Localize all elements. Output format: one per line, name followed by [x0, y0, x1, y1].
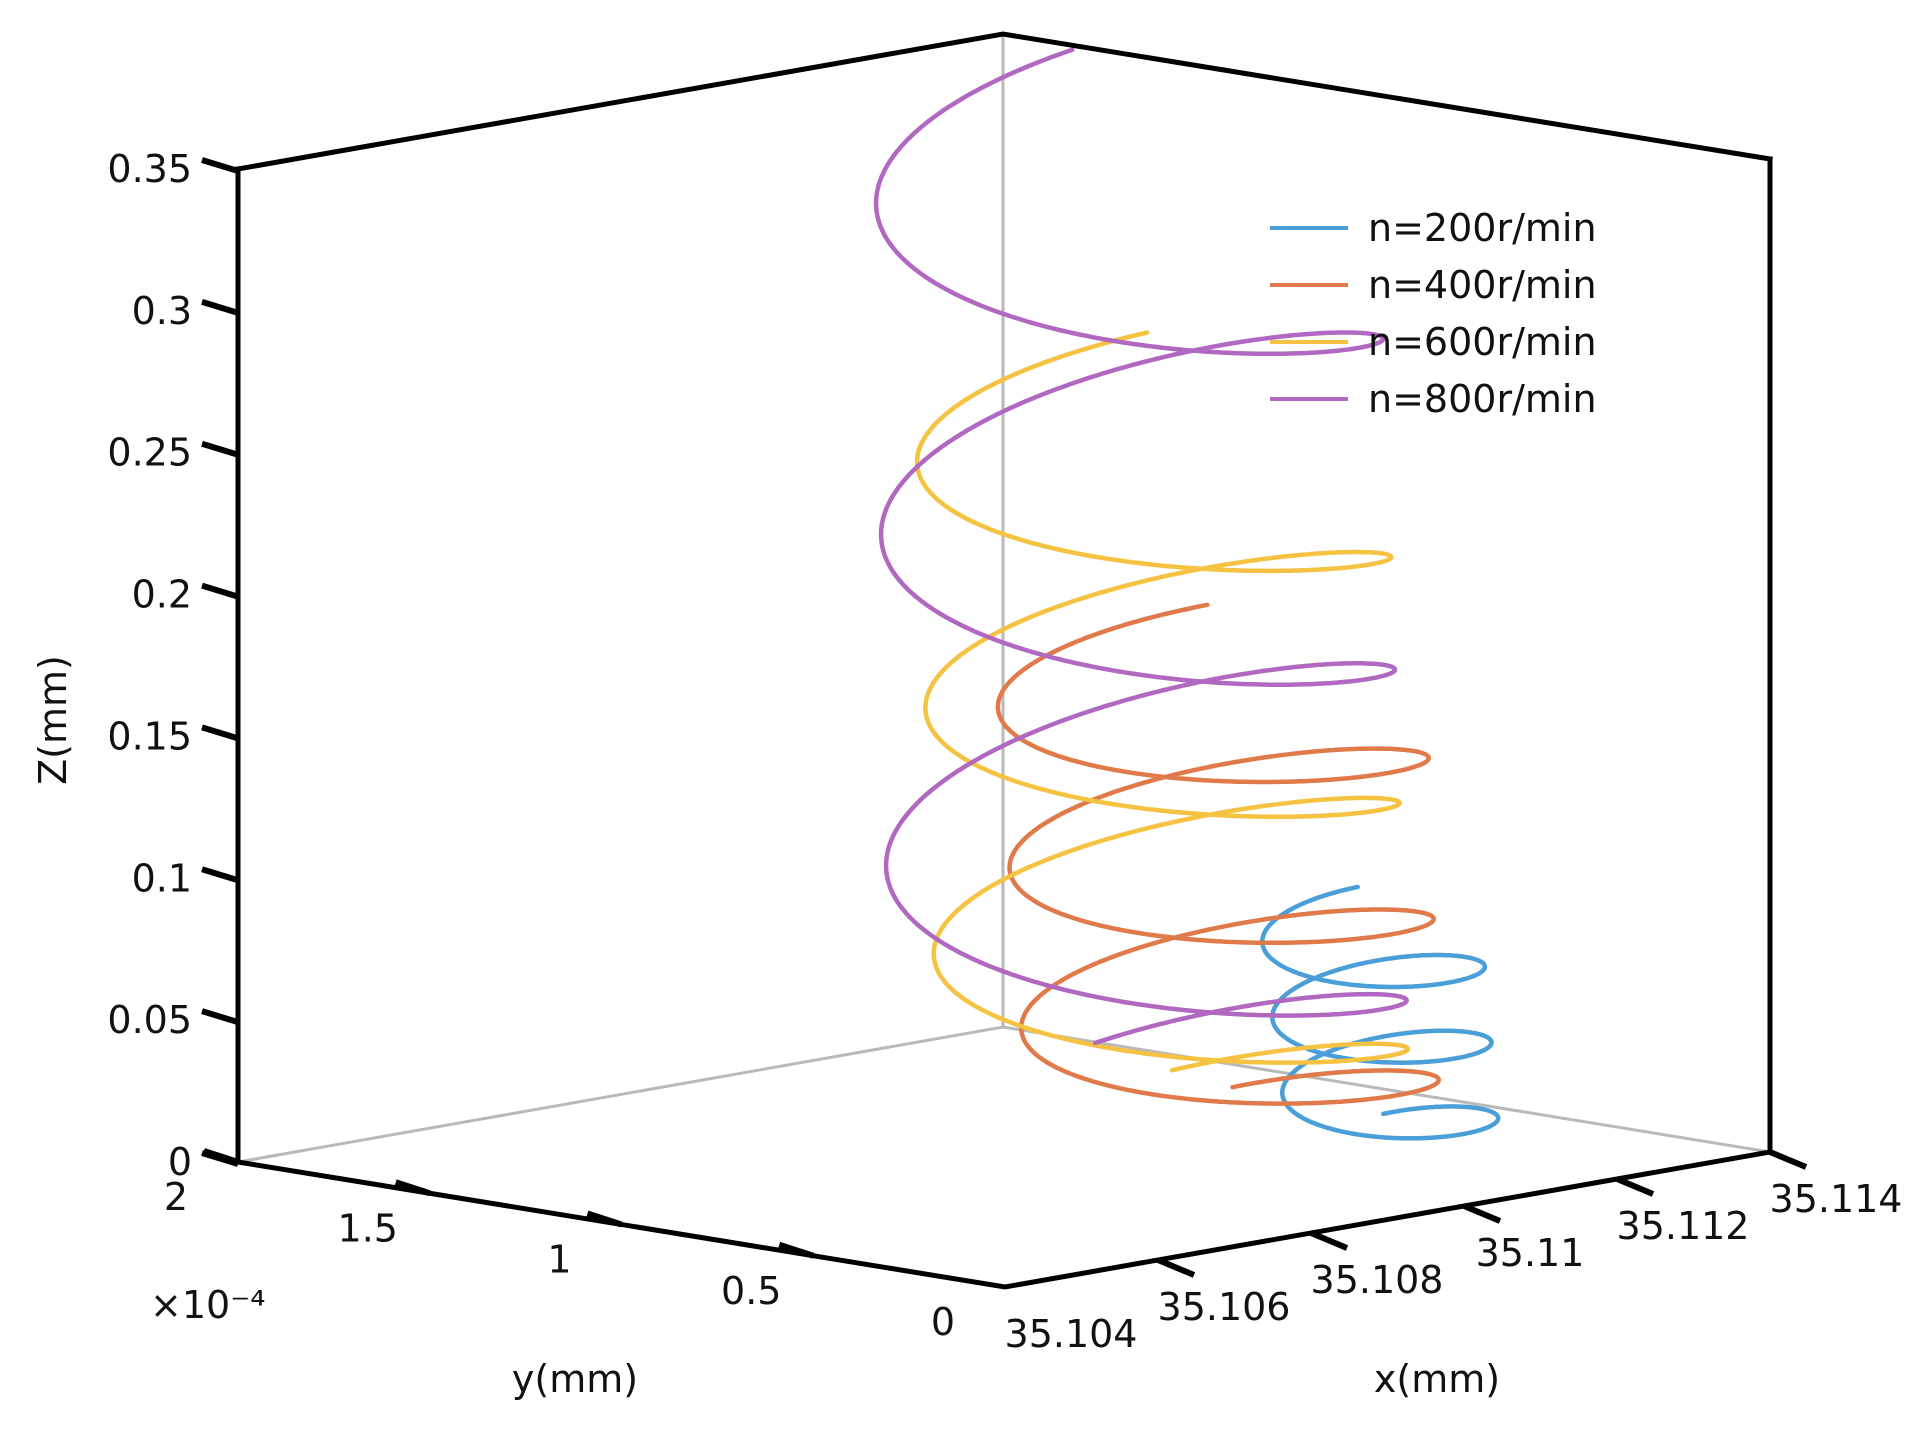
x-tick-35.11 — [1462, 1203, 1502, 1224]
z-tick-0.1 — [201, 866, 239, 884]
x-tick-label-35.108: 35.108 — [1311, 1258, 1444, 1302]
y-tick-1 — [586, 1210, 623, 1228]
z-tick-label-0.15: 0.15 — [107, 714, 192, 758]
x-axis-label: x(mm) — [1374, 1357, 1500, 1401]
floor-front-edges — [235, 1149, 1773, 1290]
y-tick-label-0.5: 0.5 — [721, 1269, 781, 1313]
z-tick-0.35 — [201, 157, 239, 174]
z-tick-label-0.1: 0.1 — [132, 856, 192, 900]
z-tick-0.2 — [201, 582, 239, 600]
series-layer — [873, 47, 1501, 1141]
series-line-2 — [995, 602, 1441, 1106]
x-tick-label-35.114: 35.114 — [1770, 1177, 1903, 1221]
z-axis-label: Z(mm) — [31, 655, 75, 785]
legend-label-2: n=400r/min — [1368, 263, 1597, 307]
legend-label-3: n=600r/min — [1368, 320, 1597, 364]
legend-label-4: n=800r/min — [1368, 377, 1597, 421]
x-tick-label-35.104: 35.104 — [1005, 1312, 1138, 1356]
legend-label-1: n=200r/min — [1368, 206, 1597, 250]
z-tick-label-0: 0 — [168, 1140, 192, 1184]
x-tick-35.108 — [1309, 1230, 1349, 1251]
y-axis-label: y(mm) — [512, 1357, 638, 1401]
y-axis-multiplier: ×10⁻⁴ — [150, 1283, 265, 1327]
x-tick-35.112 — [1615, 1176, 1655, 1197]
y-tick-0.5 — [778, 1241, 815, 1259]
floor-back-gridline — [237, 1025, 1771, 1164]
z-tick-0.3 — [201, 298, 239, 316]
z-tick-0.05 — [201, 1008, 239, 1026]
x-tick-35.106 — [1156, 1257, 1196, 1278]
x-tick-label-35.106: 35.106 — [1158, 1285, 1291, 1329]
z-tick-label-0.2: 0.2 — [132, 573, 192, 617]
tick-layer: 0 0.05 0.1 0.15 0.2 0.25 0.3 0.35 0 0.5 1 1.5 2 35.10… — [107, 147, 1902, 1356]
top-back-edges — [235, 31, 1773, 172]
x-tick-35.114 — [1768, 1149, 1808, 1170]
z-tick-0.15 — [201, 724, 239, 742]
y-tick-1.5 — [394, 1179, 431, 1197]
y-tick-label-0: 0 — [931, 1300, 955, 1344]
x-tick-label-35.11: 35.11 — [1476, 1231, 1585, 1275]
z-tick-label-0.3: 0.3 — [132, 289, 192, 333]
series-line-4 — [873, 47, 1409, 1046]
series-line-3 — [914, 330, 1411, 1073]
x-tick-label-35.112: 35.112 — [1617, 1204, 1750, 1248]
grid-layer — [237, 34, 1771, 1164]
z-tick-label-0.25: 0.25 — [107, 431, 192, 475]
y-tick-label-1: 1 — [547, 1238, 571, 1282]
y-tick-2 — [203, 1148, 239, 1165]
z-tick-label-0.05: 0.05 — [107, 998, 192, 1042]
frame-layer — [235, 31, 1773, 1290]
z-tick-0.25 — [201, 440, 239, 458]
z-tick-label-0.35: 0.35 — [107, 147, 192, 191]
y-tick-label-1.5: 1.5 — [338, 1206, 398, 1250]
legend: n=200r/min n=400r/min n=600r/min n=800r/min — [1270, 206, 1597, 421]
y-tick-label-2: 2 — [164, 1175, 188, 1219]
series-line-1 — [1260, 884, 1501, 1141]
